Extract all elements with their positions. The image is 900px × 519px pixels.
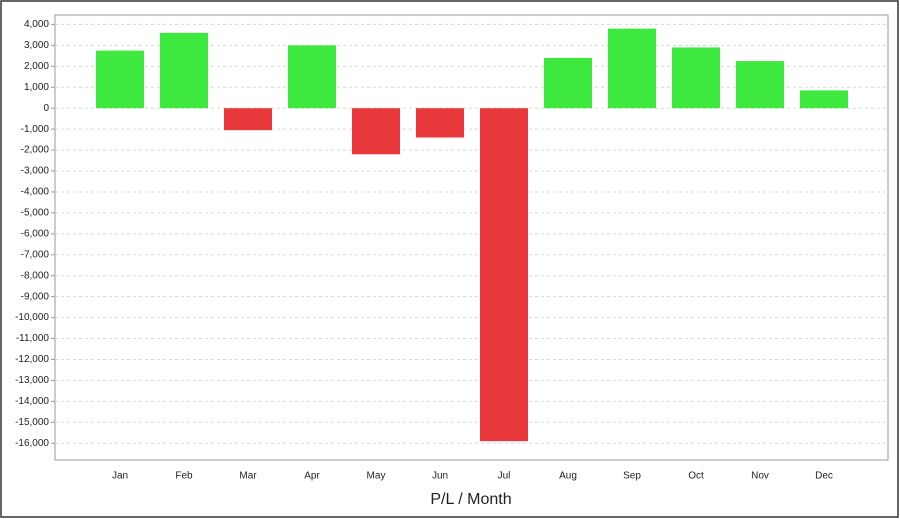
bar xyxy=(736,61,784,109)
x-tick-label: Jul xyxy=(498,471,511,482)
y-tick-label: -8,000 xyxy=(21,270,50,281)
y-tick-label: -14,000 xyxy=(15,396,49,407)
y-tick-label: -9,000 xyxy=(21,291,50,302)
y-tick-label: -11,000 xyxy=(16,333,50,344)
y-tick-label: 1,000 xyxy=(24,82,49,93)
y-tick-label: 4,000 xyxy=(24,19,49,30)
y-tick-label: -1,000 xyxy=(21,124,50,135)
x-tick-label: Feb xyxy=(175,471,193,482)
bar xyxy=(800,90,848,109)
y-tick-label: -10,000 xyxy=(15,312,49,323)
bar xyxy=(352,108,400,155)
y-tick-label: 0 xyxy=(43,103,49,114)
x-tick-label: Aug xyxy=(559,471,577,482)
y-tick-label: -2,000 xyxy=(21,145,50,156)
x-tick-label: Dec xyxy=(815,471,833,482)
y-tick-label: -12,000 xyxy=(15,354,49,365)
x-tick-label: May xyxy=(367,471,386,482)
bar xyxy=(672,47,720,109)
x-tick-label: Oct xyxy=(688,471,704,482)
x-tick-label: Mar xyxy=(239,471,257,482)
bar xyxy=(160,32,208,109)
y-tick-label: -15,000 xyxy=(15,417,49,428)
y-tick-label: -7,000 xyxy=(21,249,50,260)
y-tick-label: -13,000 xyxy=(15,375,49,386)
x-tick-label: Apr xyxy=(304,471,320,482)
bar xyxy=(288,45,336,109)
x-tick-label: Jan xyxy=(112,471,128,482)
y-tick-label: -3,000 xyxy=(21,166,50,177)
x-tick-label: Nov xyxy=(751,471,769,482)
bar xyxy=(544,57,592,109)
bar xyxy=(608,28,656,109)
bar xyxy=(224,108,272,131)
y-tick-label: -4,000 xyxy=(21,187,50,198)
y-tick-label: 2,000 xyxy=(24,61,49,72)
bar xyxy=(416,108,464,138)
x-axis-label: P/L / Month xyxy=(430,491,511,508)
bar xyxy=(480,108,528,442)
x-tick-label: Sep xyxy=(623,471,641,482)
y-tick-label: -5,000 xyxy=(21,208,50,219)
y-tick-label: 3,000 xyxy=(24,40,49,51)
y-tick-label: -6,000 xyxy=(21,228,50,239)
y-tick-label: -16,000 xyxy=(15,438,49,449)
x-tick-label: Jun xyxy=(432,471,448,482)
bar xyxy=(96,50,144,109)
